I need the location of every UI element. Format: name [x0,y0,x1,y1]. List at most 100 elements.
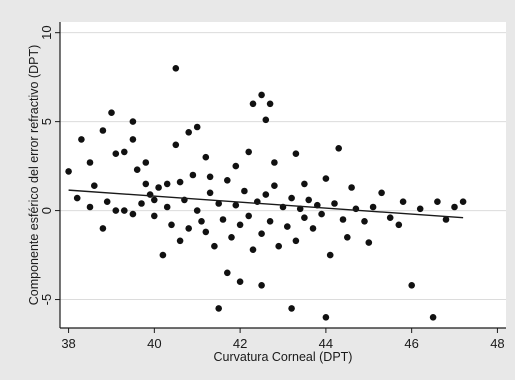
data-point-28 [215,305,222,312]
y-tick-label-1: 0 [39,207,54,214]
data-point-77 [232,201,240,209]
data-point-42 [322,314,330,321]
data-point-104 [395,221,403,229]
data-point-40 [292,150,300,157]
data-point-34 [258,91,265,99]
data-point-26 [202,153,210,161]
data-point-52 [429,314,437,321]
data-point-95 [309,225,317,232]
data-point-31 [236,278,244,286]
data-point-62 [163,203,171,211]
x-ticks: 38 40 42 44 46 48 [61,328,505,351]
data-point-75 [224,177,231,184]
data-point-45 [335,145,343,152]
data-point-86 [271,182,278,189]
data-point-2 [78,136,85,143]
data-point-47 [348,184,355,191]
data-point-66 [185,225,192,232]
data-points [65,65,467,321]
data-point-11 [112,207,120,214]
data-point-9 [108,109,115,116]
data-point-92 [296,205,304,213]
data-point-100 [352,205,360,213]
data-point-94 [305,196,313,204]
data-point-105 [416,205,424,213]
data-point-29 [224,269,231,277]
data-point-41 [301,180,308,188]
x-tick-label-5: 48 [490,336,504,351]
data-point-102 [369,203,377,211]
data-point-13 [129,118,137,125]
data-point-1 [73,194,81,202]
data-point-89 [284,223,291,230]
data-point-93 [301,214,308,221]
data-point-59 [146,191,154,198]
data-point-0 [65,168,72,175]
data-point-49 [378,189,385,197]
data-point-67 [189,171,197,179]
data-point-35 [262,116,270,124]
data-point-85 [266,218,274,225]
data-point-54 [451,203,458,211]
data-point-63 [168,221,175,229]
data-point-37 [266,100,274,108]
y-axis-title: Componente esférico del error refractivo… [27,45,41,306]
fit-line-group [68,189,464,219]
data-point-99 [339,216,347,223]
y-tick-label-3: 10 [39,25,54,39]
data-point-57 [129,210,137,218]
data-point-39 [288,305,295,312]
x-tick-label-0: 38 [61,336,75,351]
data-point-48 [365,239,373,246]
y-tick-label-2: 5 [39,118,54,125]
data-point-25 [193,123,201,131]
data-point-44 [326,251,334,259]
data-point-91 [292,237,300,245]
data-point-55 [459,198,467,205]
data-point-64 [176,237,184,245]
x-axis-title: Curvatura Corneal (DPT) [214,350,353,364]
data-point-32 [245,148,252,156]
x-tick-label-3: 44 [319,336,333,351]
data-point-23 [176,178,184,186]
data-point-53 [434,198,441,205]
data-point-70 [202,228,210,236]
data-point-20 [163,180,171,188]
data-point-97 [318,210,325,218]
data-point-71 [206,189,214,197]
data-point-19 [159,251,167,259]
data-point-5 [86,203,94,211]
data-point-78 [236,221,244,229]
data-point-6 [99,127,107,134]
data-point-24 [185,129,192,136]
data-point-17 [142,159,150,166]
fit-line [68,189,464,219]
data-point-46 [344,234,351,241]
data-point-33 [249,100,257,108]
data-point-43 [322,175,330,182]
data-point-3 [86,159,94,166]
data-point-22 [172,141,180,149]
data-point-101 [361,218,368,225]
data-point-61 [155,184,162,191]
data-point-98 [331,200,338,207]
data-point-58 [138,200,145,207]
data-point-90 [288,194,295,202]
data-point-51 [408,282,416,289]
y-tick-label-0: -5 [39,294,54,306]
data-point-10 [112,150,120,157]
x-tick-label-4: 46 [404,336,418,351]
y-ticks: -5 0 5 10 [39,25,60,305]
data-point-12 [121,148,128,156]
data-point-81 [249,246,257,253]
data-point-84 [262,191,270,198]
data-point-76 [228,234,235,241]
data-point-30 [232,162,240,170]
plot-area [60,22,506,328]
data-point-15 [133,166,141,173]
data-point-18 [151,196,158,204]
data-point-21 [172,65,180,72]
data-point-74 [219,216,227,223]
